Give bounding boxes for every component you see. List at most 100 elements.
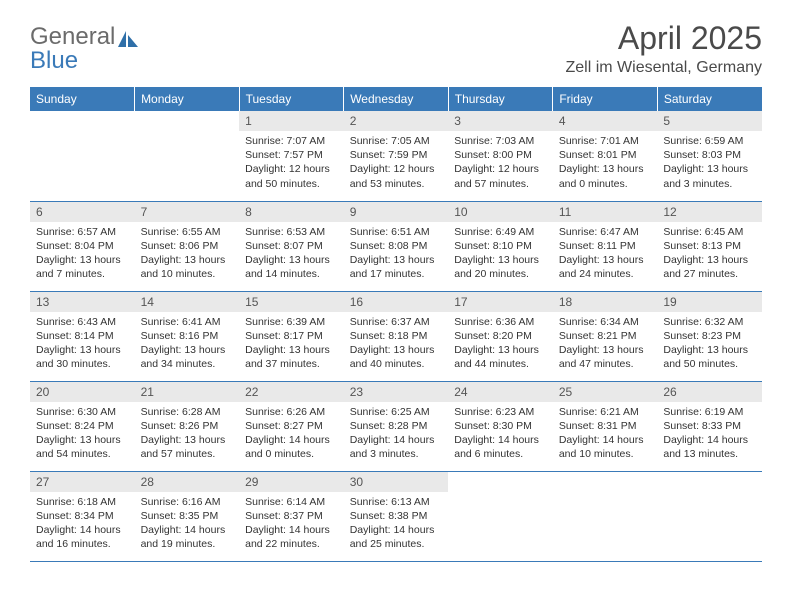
cell-body: Sunrise: 6:47 AMSunset: 8:11 PMDaylight:… xyxy=(553,222,658,286)
calendar-cell: 30Sunrise: 6:13 AMSunset: 8:38 PMDayligh… xyxy=(344,471,449,561)
cell-body: Sunrise: 6:55 AMSunset: 8:06 PMDaylight:… xyxy=(135,222,240,286)
day-number: 16 xyxy=(344,292,449,312)
sunrise-line: Sunrise: 6:14 AM xyxy=(245,495,338,509)
day-number: 4 xyxy=(553,111,658,131)
day-number: 1 xyxy=(239,111,344,131)
daylight-line: Daylight: 13 hours and 27 minutes. xyxy=(663,253,756,281)
sunrise-line: Sunrise: 6:19 AM xyxy=(663,405,756,419)
cell-body: Sunrise: 7:01 AMSunset: 8:01 PMDaylight:… xyxy=(553,131,658,195)
sunset-line: Sunset: 8:21 PM xyxy=(559,329,652,343)
sunset-line: Sunset: 8:08 PM xyxy=(350,239,443,253)
day-number: 12 xyxy=(657,202,762,222)
day-number: 2 xyxy=(344,111,449,131)
calendar-body: 1Sunrise: 7:07 AMSunset: 7:57 PMDaylight… xyxy=(30,111,762,561)
calendar-cell: 24Sunrise: 6:23 AMSunset: 8:30 PMDayligh… xyxy=(448,381,553,471)
cell-body: Sunrise: 6:39 AMSunset: 8:17 PMDaylight:… xyxy=(239,312,344,376)
logo-text-general: General xyxy=(30,25,115,49)
calendar-cell: 26 Sunrise: 6:19 AMSunset: 8:33 PMDayligh… xyxy=(657,381,762,471)
cell-body: Sunrise: 6:25 AMSunset: 8:28 PMDaylight:… xyxy=(344,402,449,466)
daylight-line: Daylight: 13 hours and 44 minutes. xyxy=(454,343,547,371)
sunset-line: Sunset: 8:23 PM xyxy=(663,329,756,343)
daylight-line: Daylight: 13 hours and 20 minutes. xyxy=(454,253,547,281)
sunrise-line: Sunrise: 6:34 AM xyxy=(559,315,652,329)
day-number: 18 xyxy=(553,292,658,312)
calendar-cell: 4Sunrise: 7:01 AMSunset: 8:01 PMDaylight… xyxy=(553,111,658,201)
logo: GeneralBlue xyxy=(30,25,140,73)
day-number: 6 xyxy=(30,202,135,222)
sunrise-line: Sunrise: 6:23 AM xyxy=(454,405,547,419)
sunset-line: Sunset: 8:33 PM xyxy=(663,419,756,433)
cell-body: Sunrise: 6:36 AMSunset: 8:20 PMDaylight:… xyxy=(448,312,553,376)
calendar-cell: 7Sunrise: 6:55 AMSunset: 8:06 PMDaylight… xyxy=(135,201,240,291)
calendar-cell: 22Sunrise: 6:26 AMSunset: 8:27 PMDayligh… xyxy=(239,381,344,471)
cell-body: Sunrise: 6:57 AMSunset: 8:04 PMDaylight:… xyxy=(30,222,135,286)
daylight-line: Daylight: 13 hours and 40 minutes. xyxy=(350,343,443,371)
daylight-line: Daylight: 13 hours and 30 minutes. xyxy=(36,343,129,371)
sunrise-line: Sunrise: 6:53 AM xyxy=(245,225,338,239)
calendar-cell: 17Sunrise: 6:36 AMSunset: 8:20 PMDayligh… xyxy=(448,291,553,381)
calendar-cell: 2 Sunrise: 7:05 AMSunset: 7:59 PMDaylight… xyxy=(344,111,449,201)
day-number: 11 xyxy=(553,202,658,222)
calendar-cell: 8Sunrise: 6:53 AMSunset: 8:07 PMDaylight… xyxy=(239,201,344,291)
calendar-cell: 14Sunrise: 6:41 AMSunset: 8:16 PMDayligh… xyxy=(135,291,240,381)
cell-body: Sunrise: 7:03 AMSunset: 8:00 PMDaylight:… xyxy=(448,131,553,195)
sunrise-line: Sunrise: 7:07 AM xyxy=(245,134,338,148)
cell-body: Sunrise: 6:34 AMSunset: 8:21 PMDaylight:… xyxy=(553,312,658,376)
day-number: 9 xyxy=(344,202,449,222)
daylight-line: Daylight: 12 hours and 53 minutes. xyxy=(350,162,443,190)
daylight-line: Daylight: 14 hours and 6 minutes. xyxy=(454,433,547,461)
sunrise-line: Sunrise: 7:05 AM xyxy=(350,134,443,148)
day-number: 22 xyxy=(239,382,344,402)
cell-body: Sunrise: 6:59 AMSunset: 8:03 PMDaylight:… xyxy=(657,131,762,195)
sunset-line: Sunset: 8:14 PM xyxy=(36,329,129,343)
weekday-header: Thursday xyxy=(448,87,553,111)
daylight-line: Daylight: 14 hours and 13 minutes. xyxy=(663,433,756,461)
day-number: 17 xyxy=(448,292,553,312)
sunset-line: Sunset: 8:30 PM xyxy=(454,419,547,433)
sunset-line: Sunset: 8:13 PM xyxy=(663,239,756,253)
day-number: 26 xyxy=(657,382,762,402)
sunset-line: Sunset: 8:00 PM xyxy=(454,148,547,162)
calendar-cell xyxy=(30,111,135,201)
sunrise-line: Sunrise: 6:36 AM xyxy=(454,315,547,329)
day-number: 25 xyxy=(553,382,658,402)
sunset-line: Sunset: 7:59 PM xyxy=(350,148,443,162)
sunset-line: Sunset: 8:34 PM xyxy=(36,509,129,523)
sunset-line: Sunset: 8:38 PM xyxy=(350,509,443,523)
sunset-line: Sunset: 8:27 PM xyxy=(245,419,338,433)
daylight-line: Daylight: 14 hours and 19 minutes. xyxy=(141,523,234,551)
cell-body: Sunrise: 7:07 AMSunset: 7:57 PMDaylight:… xyxy=(239,131,344,195)
daylight-line: Daylight: 13 hours and 54 minutes. xyxy=(36,433,129,461)
daylight-line: Daylight: 14 hours and 10 minutes. xyxy=(559,433,652,461)
sunrise-line: Sunrise: 7:03 AM xyxy=(454,134,547,148)
daylight-line: Daylight: 13 hours and 7 minutes. xyxy=(36,253,129,281)
sunrise-line: Sunrise: 6:43 AM xyxy=(36,315,129,329)
daylight-line: Daylight: 14 hours and 3 minutes. xyxy=(350,433,443,461)
sunrise-line: Sunrise: 6:32 AM xyxy=(663,315,756,329)
daylight-line: Daylight: 13 hours and 14 minutes. xyxy=(245,253,338,281)
daylight-line: Daylight: 13 hours and 3 minutes. xyxy=(663,162,756,190)
calendar-cell: 19Sunrise: 6:32 AMSunset: 8:23 PMDayligh… xyxy=(657,291,762,381)
sunrise-line: Sunrise: 6:45 AM xyxy=(663,225,756,239)
daylight-line: Daylight: 14 hours and 0 minutes. xyxy=(245,433,338,461)
daylight-line: Daylight: 13 hours and 24 minutes. xyxy=(559,253,652,281)
location-label: Zell im Wiesental, Germany xyxy=(566,59,763,77)
weekday-header: Monday xyxy=(135,87,240,111)
sunrise-line: Sunrise: 6:57 AM xyxy=(36,225,129,239)
calendar-cell: 18Sunrise: 6:34 AMSunset: 8:21 PMDayligh… xyxy=(553,291,658,381)
calendar-cell: 16Sunrise: 6:37 AMSunset: 8:18 PMDayligh… xyxy=(344,291,449,381)
weekday-header: Saturday xyxy=(657,87,762,111)
calendar-header-row: SundayMondayTuesdayWednesdayThursdayFrid… xyxy=(30,87,762,111)
daylight-line: Daylight: 13 hours and 17 minutes. xyxy=(350,253,443,281)
daylight-line: Daylight: 13 hours and 0 minutes. xyxy=(559,162,652,190)
sunrise-line: Sunrise: 6:37 AM xyxy=(350,315,443,329)
cell-body: Sunrise: 6:23 AMSunset: 8:30 PMDaylight:… xyxy=(448,402,553,466)
daylight-line: Daylight: 14 hours and 22 minutes. xyxy=(245,523,338,551)
sunrise-line: Sunrise: 6:28 AM xyxy=(141,405,234,419)
calendar-cell: 13Sunrise: 6:43 AMSunset: 8:14 PMDayligh… xyxy=(30,291,135,381)
cell-body: Sunrise: 6:30 AMSunset: 8:24 PMDaylight:… xyxy=(30,402,135,466)
calendar-row: 1Sunrise: 7:07 AMSunset: 7:57 PMDaylight… xyxy=(30,111,762,201)
cell-body: Sunrise: 6:41 AMSunset: 8:16 PMDaylight:… xyxy=(135,312,240,376)
day-number: 7 xyxy=(135,202,240,222)
sunrise-line: Sunrise: 6:21 AM xyxy=(559,405,652,419)
